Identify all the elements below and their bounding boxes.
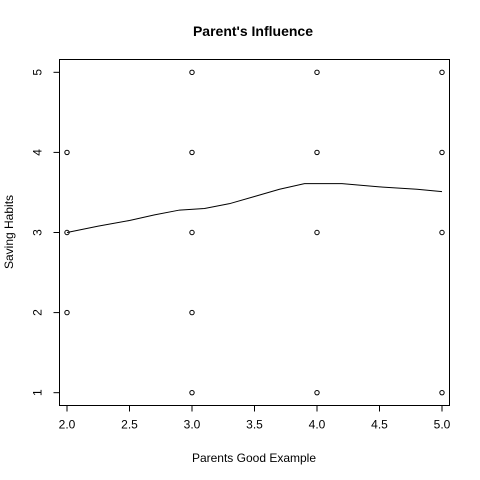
data-point xyxy=(190,70,194,74)
data-point xyxy=(315,230,319,234)
data-point xyxy=(65,150,69,154)
data-point xyxy=(315,390,319,394)
x-axis: 2.0 2.5 3.0 3.5 4.0 4.5 5.0 xyxy=(59,406,451,432)
data-points xyxy=(65,70,444,395)
data-point xyxy=(440,230,444,234)
data-point xyxy=(190,230,194,234)
x-tick-label: 3.5 xyxy=(246,418,263,432)
x-tick-label: 5.0 xyxy=(434,418,451,432)
x-axis-label: Parents Good Example xyxy=(192,451,316,465)
x-tick-label: 2.5 xyxy=(121,418,138,432)
data-point xyxy=(315,70,319,74)
y-tick-label: 4 xyxy=(31,149,45,156)
data-point xyxy=(315,150,319,154)
data-point xyxy=(440,150,444,154)
y-axis: 1 2 3 4 5 xyxy=(31,69,60,396)
smooth-line xyxy=(67,184,442,233)
x-tick-label: 2.0 xyxy=(59,418,76,432)
chart-title: Parent's Influence xyxy=(193,23,313,39)
y-tick-label: 3 xyxy=(31,229,45,236)
x-tick-label: 4.0 xyxy=(309,418,326,432)
data-point xyxy=(190,310,194,314)
y-tick-label: 5 xyxy=(31,69,45,76)
data-point xyxy=(190,390,194,394)
x-tick-label: 3.0 xyxy=(184,418,201,432)
x-tick-label: 4.5 xyxy=(371,418,388,432)
y-tick-label: 1 xyxy=(31,389,45,396)
plot-area xyxy=(60,60,450,406)
data-point xyxy=(440,70,444,74)
data-point xyxy=(65,310,69,314)
y-axis-label: Saving Habits xyxy=(2,195,16,269)
data-point xyxy=(190,150,194,154)
y-tick-label: 2 xyxy=(31,309,45,316)
data-point xyxy=(440,390,444,394)
